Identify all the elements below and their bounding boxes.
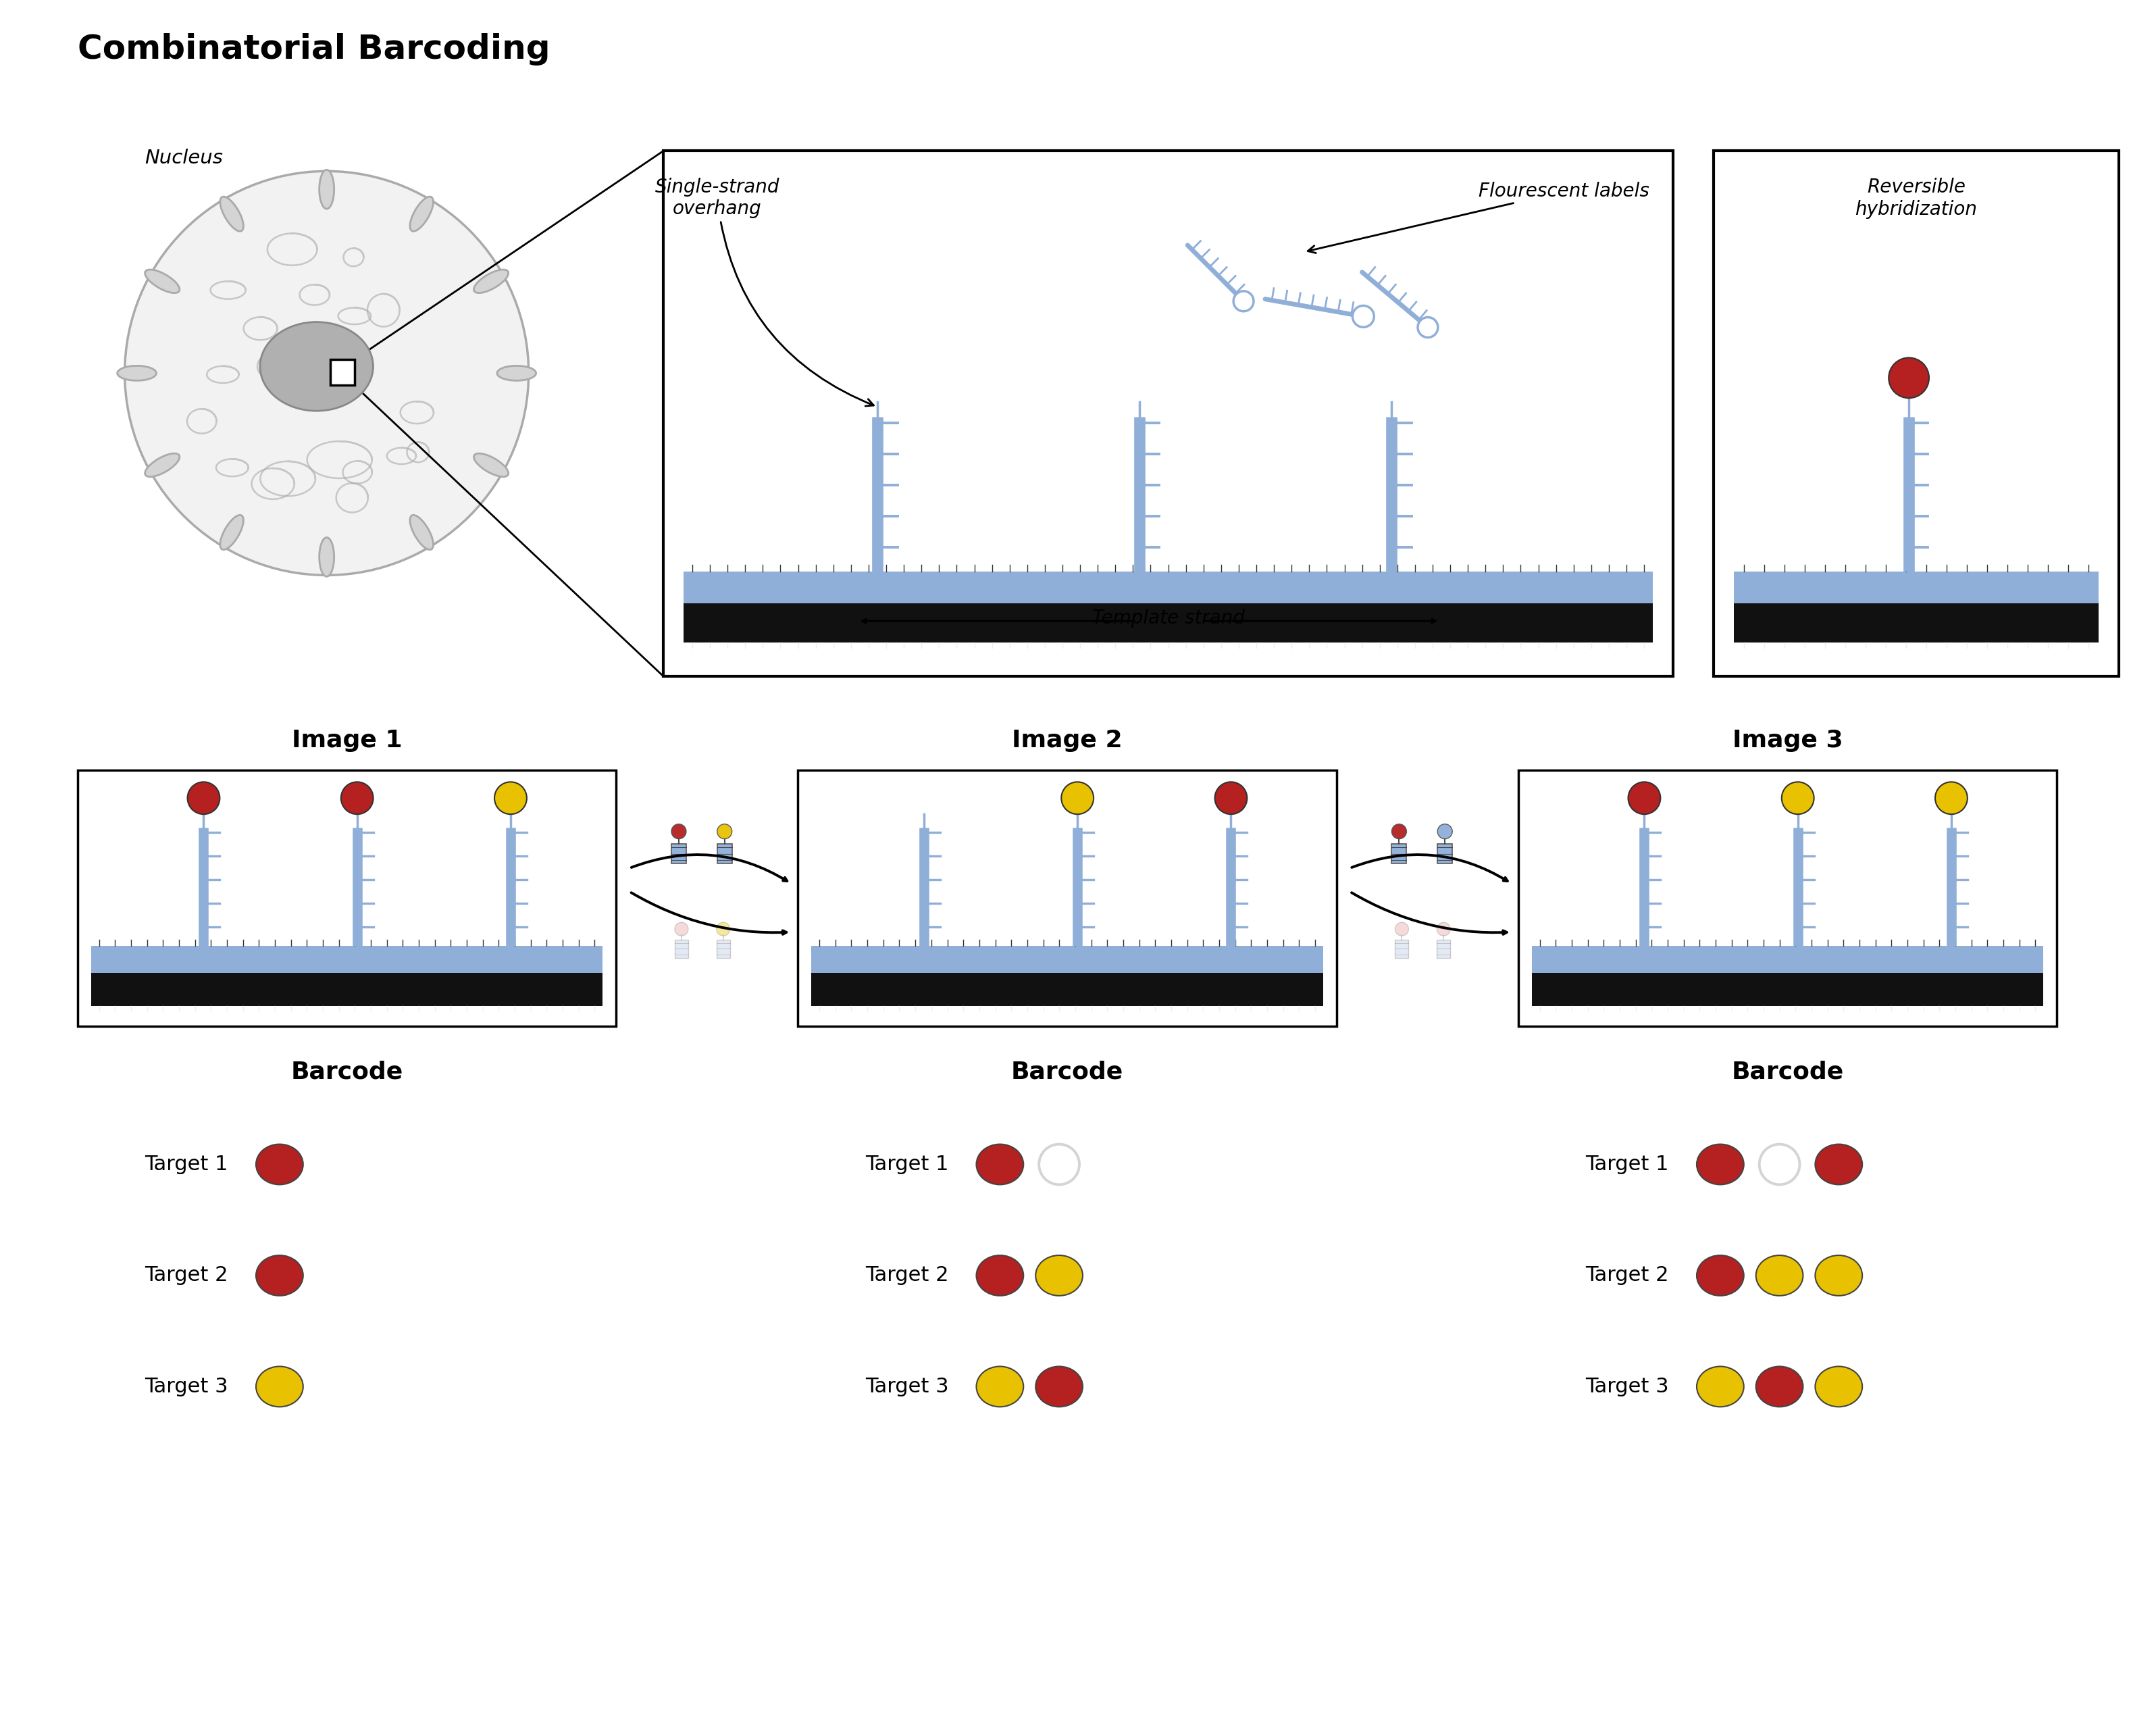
Ellipse shape <box>1035 1255 1082 1296</box>
Circle shape <box>188 782 220 814</box>
Bar <box>1531 946 2044 974</box>
Text: Target 3: Target 3 <box>144 1376 229 1397</box>
Circle shape <box>1759 1145 1800 1184</box>
Ellipse shape <box>977 1145 1024 1184</box>
Bar <box>1714 151 2119 677</box>
Bar <box>91 946 604 974</box>
Circle shape <box>1438 824 1453 838</box>
Ellipse shape <box>1035 1366 1082 1407</box>
Text: Target 3: Target 3 <box>865 1376 949 1397</box>
Text: Target 2: Target 2 <box>1585 1265 1669 1286</box>
Bar <box>716 939 731 958</box>
Text: Nucleus: Nucleus <box>144 149 224 168</box>
Bar <box>1518 771 2057 1027</box>
Bar <box>1393 843 1406 864</box>
Ellipse shape <box>257 1366 304 1407</box>
Ellipse shape <box>1697 1255 1744 1296</box>
Ellipse shape <box>1755 1366 1802 1407</box>
Text: Flourescent labels: Flourescent labels <box>1309 182 1649 254</box>
Ellipse shape <box>257 1145 304 1184</box>
Circle shape <box>675 922 688 936</box>
Bar <box>798 771 1337 1027</box>
Ellipse shape <box>144 454 179 476</box>
Bar <box>1733 603 2098 643</box>
Ellipse shape <box>220 516 244 550</box>
Bar <box>683 572 1654 603</box>
Ellipse shape <box>1697 1366 1744 1407</box>
Circle shape <box>1628 782 1660 814</box>
Ellipse shape <box>498 365 537 381</box>
Text: Image 1: Image 1 <box>291 728 403 752</box>
Bar <box>1438 843 1453 864</box>
Circle shape <box>341 782 373 814</box>
Ellipse shape <box>474 269 509 293</box>
Circle shape <box>1781 782 1813 814</box>
Bar <box>1436 939 1451 958</box>
Ellipse shape <box>116 365 157 381</box>
Bar <box>78 771 617 1027</box>
Bar <box>330 360 354 386</box>
Bar <box>91 974 604 1006</box>
Circle shape <box>1395 922 1408 936</box>
Ellipse shape <box>977 1255 1024 1296</box>
Text: Barcode: Barcode <box>1731 1059 1843 1083</box>
Ellipse shape <box>410 516 433 550</box>
Text: Template strand: Template strand <box>1091 608 1244 627</box>
Circle shape <box>1419 317 1438 338</box>
Circle shape <box>125 171 528 576</box>
Ellipse shape <box>319 538 334 576</box>
Ellipse shape <box>1697 1145 1744 1184</box>
Text: Reversible
hybridization: Reversible hybridization <box>1854 178 1977 219</box>
Bar <box>664 151 1673 677</box>
Text: Target 2: Target 2 <box>144 1265 229 1286</box>
Circle shape <box>1436 922 1451 936</box>
Circle shape <box>671 824 686 838</box>
Text: Image 2: Image 2 <box>1011 728 1123 752</box>
Text: Target 1: Target 1 <box>865 1155 949 1174</box>
Ellipse shape <box>410 197 433 231</box>
Circle shape <box>494 782 526 814</box>
Text: Barcode: Barcode <box>291 1059 403 1083</box>
Ellipse shape <box>144 269 179 293</box>
Circle shape <box>716 922 731 936</box>
Ellipse shape <box>474 454 509 476</box>
Ellipse shape <box>257 1255 304 1296</box>
Ellipse shape <box>220 197 244 231</box>
Text: Target 1: Target 1 <box>144 1155 229 1174</box>
Text: Barcode: Barcode <box>1011 1059 1123 1083</box>
Ellipse shape <box>1815 1255 1863 1296</box>
Ellipse shape <box>1815 1366 1863 1407</box>
Bar <box>675 939 688 958</box>
Circle shape <box>1936 782 1968 814</box>
Ellipse shape <box>1755 1255 1802 1296</box>
Circle shape <box>1393 824 1406 838</box>
Bar <box>1395 939 1408 958</box>
Bar <box>811 946 1324 974</box>
Bar <box>718 843 733 864</box>
Bar <box>683 603 1654 643</box>
Circle shape <box>1039 1145 1080 1184</box>
Circle shape <box>1233 291 1253 312</box>
Text: Single-strand
overhang: Single-strand overhang <box>655 178 873 406</box>
Text: Target 1: Target 1 <box>1585 1155 1669 1174</box>
Text: Combinatorial Barcoding: Combinatorial Barcoding <box>78 33 550 65</box>
Circle shape <box>1061 782 1093 814</box>
Bar <box>811 974 1324 1006</box>
Text: Target 2: Target 2 <box>865 1265 949 1286</box>
Circle shape <box>1214 782 1246 814</box>
Bar <box>671 843 686 864</box>
Bar <box>1733 572 2098 603</box>
Circle shape <box>1889 358 1930 398</box>
Text: Target 3: Target 3 <box>1585 1376 1669 1397</box>
Text: Image 3: Image 3 <box>1731 728 1843 752</box>
Ellipse shape <box>1815 1145 1863 1184</box>
Circle shape <box>718 824 733 838</box>
Ellipse shape <box>261 322 373 411</box>
Bar <box>1531 974 2044 1006</box>
Ellipse shape <box>319 170 334 209</box>
Circle shape <box>1352 305 1373 327</box>
Ellipse shape <box>977 1366 1024 1407</box>
